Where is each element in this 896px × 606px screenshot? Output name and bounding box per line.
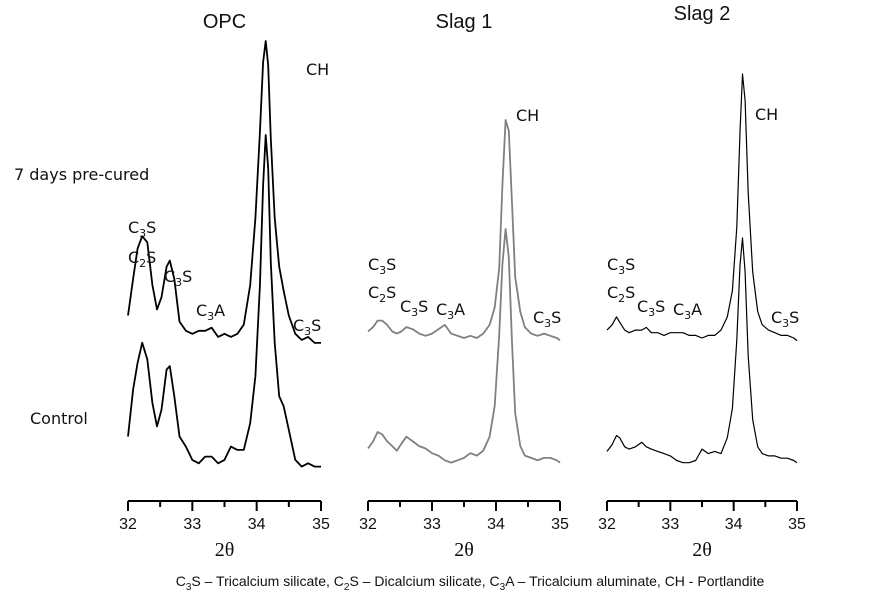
footnote-legend: C3S – Tricalcium silicate, C2S – Dicalci…	[176, 573, 765, 593]
x-tick-label: 34	[725, 516, 743, 533]
peak-label-c2s: C2S	[607, 283, 635, 305]
peak-label-c3s: C3S	[637, 297, 665, 319]
peak-label-c3s: C3S	[293, 316, 321, 338]
x-axis-label: 2θ	[215, 539, 235, 561]
x-tick-label: 32	[119, 516, 137, 533]
x-tick-label: 35	[312, 516, 330, 533]
row-label-pre-cured: 7 days pre-cured	[14, 165, 149, 184]
x-tick-label: 35	[788, 516, 806, 533]
series-line-pre-cured	[606, 73, 798, 342]
x-tick-label: 34	[487, 516, 505, 533]
x-axis-label: 2θ	[454, 539, 474, 561]
peak-label-c3s: C3S	[533, 308, 561, 330]
x-tick-label: 32	[359, 516, 377, 533]
x-tick-label: 33	[423, 516, 441, 533]
panel-title: Slag 1	[436, 11, 493, 33]
x-tick-label: 32	[598, 516, 616, 533]
peak-label-c3s: C3S	[771, 308, 799, 330]
x-tick-label: 33	[661, 516, 679, 533]
panel-title: Slag 2	[674, 3, 731, 25]
series-line-control	[127, 134, 321, 468]
panel-title: OPC	[203, 11, 246, 33]
peak-label-ch: CH	[306, 60, 329, 79]
peak-label-c2s: C2S	[368, 283, 396, 305]
x-tick-label: 34	[248, 516, 266, 533]
peak-label-c3a: C3A	[673, 300, 702, 322]
x-axis-label: 2θ	[692, 539, 712, 561]
peak-label-c3s: C3S	[128, 218, 156, 240]
series-line-pre-cured	[367, 119, 561, 341]
series-line-control	[606, 237, 798, 464]
row-label-control: Control	[30, 409, 88, 428]
peak-label-c3a: C3A	[436, 300, 465, 322]
peak-label-c2s: C2S	[128, 248, 156, 270]
peak-label-c3a: C3A	[196, 301, 225, 323]
peak-label-ch: CH	[516, 106, 539, 125]
x-tick-label: 35	[551, 516, 569, 533]
series-line-pre-cured	[127, 40, 321, 344]
peak-label-c3s: C3S	[368, 255, 396, 277]
peak-label-ch: CH	[755, 105, 778, 124]
peak-label-c3s: C3S	[164, 267, 192, 289]
peak-label-c3s: C3S	[400, 297, 428, 319]
series-line-control	[367, 228, 561, 464]
x-tick-label: 33	[183, 516, 201, 533]
peak-label-c3s: C3S	[607, 255, 635, 277]
